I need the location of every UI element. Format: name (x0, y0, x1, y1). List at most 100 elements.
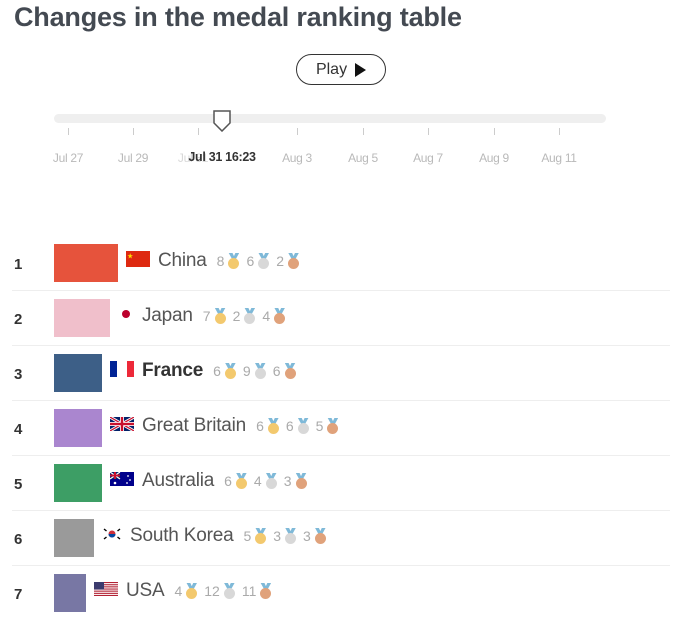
gold-count: 7 (202, 308, 211, 324)
timeline-tick-mark (428, 128, 429, 135)
silver-medal-icon (284, 527, 297, 545)
timeline-tick-mark (494, 128, 495, 135)
silver-medal-icon (254, 362, 267, 380)
bronze-count: 4 (262, 308, 271, 324)
timeline-tick-mark (198, 128, 199, 135)
timeline-tick-label[interactable]: Jul 27 (52, 151, 84, 165)
gold-bar (54, 244, 118, 282)
timeline-tick-mark (133, 128, 134, 135)
row-divider (12, 455, 670, 456)
silver-medal-icon (223, 582, 236, 600)
play-label: Play (315, 60, 348, 78)
country-name: USA (126, 580, 165, 601)
bronze-count: 3 (283, 473, 292, 489)
bronze-count: 2 (276, 253, 285, 269)
country-name: Australia (142, 470, 215, 491)
gold-bar (54, 409, 102, 447)
play-button[interactable]: Play (296, 54, 386, 85)
silver-count: 4 (253, 473, 262, 489)
country-name: Great Britain (142, 415, 247, 436)
timeline-tick-label[interactable]: Aug 11 (541, 151, 577, 165)
gold-medal-icon (227, 252, 240, 270)
gold-medal-icon (224, 362, 237, 380)
france-flag-icon (110, 360, 134, 382)
silver-count: 3 (273, 528, 282, 544)
silver-count: 9 (242, 363, 251, 379)
timeline-current-time: Jul 31 16:23 (188, 150, 256, 164)
silver-count: 6 (246, 253, 255, 269)
gold-bar (54, 464, 102, 502)
gold-bar (54, 574, 86, 612)
bronze-medal-icon (287, 252, 300, 270)
country-name: Japan (142, 305, 193, 326)
country-name: China (158, 250, 207, 271)
gold-count: 6 (256, 418, 264, 434)
bronze-count: 6 (272, 363, 281, 379)
silver-medal-icon (297, 417, 310, 435)
medal-ranking-list: 1 China 8 6 2 2 Japan 7 2 4 3 France 6 9 6 4 Great Brita… (0, 236, 700, 621)
bronze-medal-icon (295, 472, 308, 490)
silver-medal-icon (265, 472, 278, 490)
gold-medal-icon (235, 472, 248, 490)
bronze-medal-icon (273, 307, 286, 325)
gold-count: 8 (216, 253, 225, 269)
bronze-medal-icon (326, 417, 339, 435)
ranking-row: 3 France 6 9 6 (0, 346, 700, 401)
japan-flag-icon (118, 306, 134, 327)
timeline-tick-label[interactable]: Aug 5 (348, 151, 378, 165)
gold-medal-icon (254, 527, 267, 545)
south-korea-flag-icon (102, 525, 122, 547)
timeline-tick-mark (297, 128, 298, 135)
timeline-tick-label[interactable]: Aug 3 (282, 151, 312, 165)
row-divider (12, 510, 670, 511)
country-name: France (142, 360, 204, 381)
page-title: Changes in the medal ranking table (14, 2, 462, 32)
timeline-tick-label[interactable]: Aug 9 (479, 151, 509, 165)
rank-number: 6 (14, 531, 23, 548)
silver-medal-icon (243, 307, 256, 325)
ranking-row: 1 China 8 6 2 (0, 236, 700, 291)
ranking-row: 6 South Korea 5 3 3 (0, 511, 700, 566)
timeline-tick-label[interactable]: Jul 31 (177, 151, 209, 165)
timeline-track[interactable] (54, 114, 606, 123)
gold-medal-icon (185, 582, 198, 600)
bronze-count: 3 (303, 528, 311, 544)
row-divider (12, 290, 670, 291)
gold-bar (54, 299, 110, 337)
bronze-medal-icon (284, 362, 297, 380)
bronze-medal-icon (314, 527, 327, 545)
rank-number: 4 (14, 421, 23, 438)
gold-count: 6 (213, 363, 221, 379)
timeline-thumb-handle[interactable] (212, 110, 232, 132)
timeline-tick-label[interactable]: Aug 7 (413, 151, 443, 165)
bronze-medal-icon (259, 582, 272, 600)
australia-flag-icon (109, 471, 134, 491)
rank-number: 5 (14, 476, 23, 493)
rank-number: 3 (14, 366, 23, 383)
uk-flag-icon (109, 415, 135, 436)
rank-number: 7 (14, 586, 23, 603)
rank-number: 1 (14, 256, 23, 273)
ranking-row: 5 Australia 6 4 3 (0, 456, 700, 511)
timeline-tick-label[interactable]: Jul 29 (117, 151, 149, 165)
gold-bar (54, 354, 102, 392)
row-divider (12, 400, 670, 401)
gold-count: 5 (243, 528, 252, 544)
row-divider (12, 345, 670, 346)
row-divider (12, 565, 670, 566)
silver-count: 2 (232, 308, 241, 324)
china-flag-icon (126, 250, 150, 272)
timeline-tick-mark (559, 128, 560, 135)
gold-bar (54, 519, 94, 557)
ranking-row: 7 USA 4 12 11 (0, 566, 700, 621)
ranking-row: 2 Japan 7 2 4 (0, 291, 700, 346)
gold-medal-icon (214, 307, 227, 325)
rank-number: 2 (14, 311, 23, 328)
silver-medal-icon (257, 252, 270, 270)
bronze-count: 5 (315, 418, 324, 434)
bronze-count: 11 (241, 583, 257, 599)
timeline-tick-mark (363, 128, 364, 135)
timeline-tick-mark (68, 128, 69, 135)
play-triangle-icon (355, 62, 367, 77)
gold-count: 6 (224, 473, 232, 489)
